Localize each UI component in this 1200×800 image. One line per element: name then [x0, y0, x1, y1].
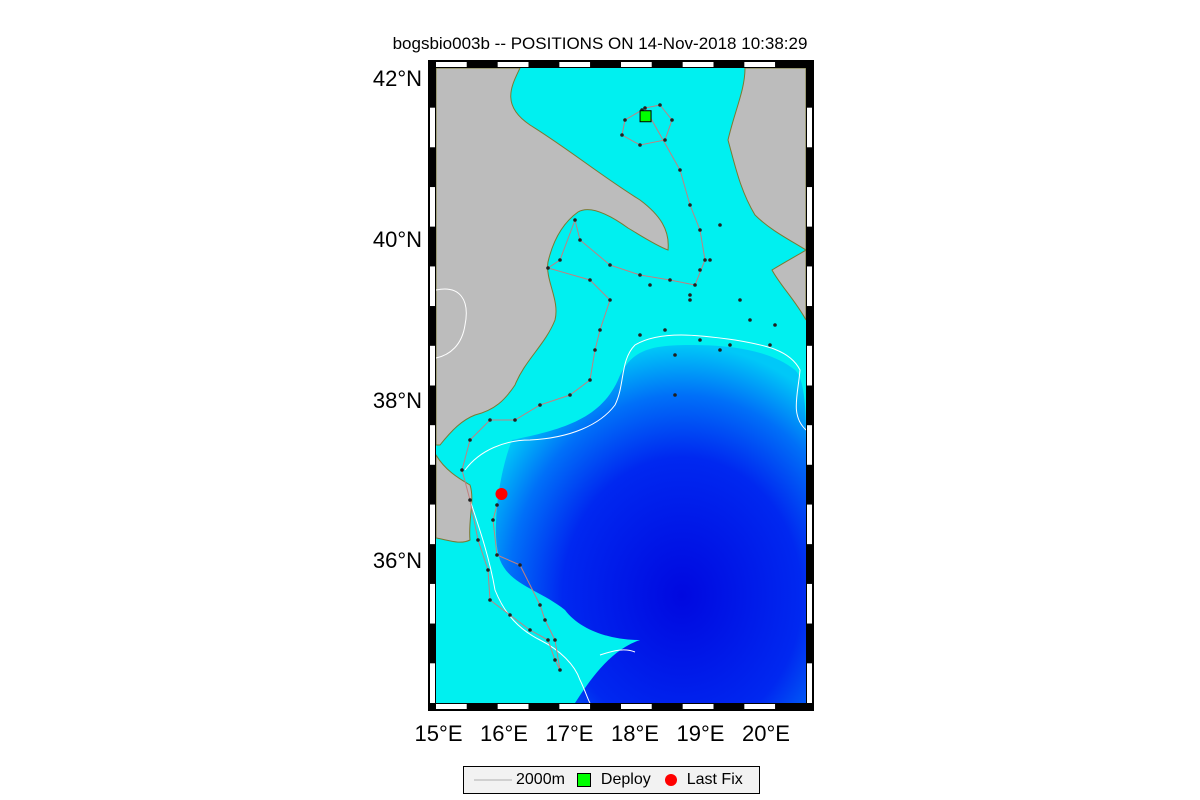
deploy-legend-swatch: [576, 773, 591, 787]
lon-label: 15°E: [414, 721, 463, 746]
track-point: [558, 258, 562, 262]
last-fix-legend-swatch: [664, 774, 677, 786]
track-point: [708, 258, 712, 262]
track-point: [573, 218, 577, 222]
track-point: [568, 393, 572, 397]
track-point: [698, 228, 702, 232]
track-point: [546, 266, 550, 270]
land-italy: [436, 68, 669, 446]
land-sicily: [436, 454, 473, 543]
lon-label: 16°E: [480, 721, 528, 746]
track-point: [638, 333, 642, 337]
track-point: [718, 223, 722, 227]
track-point: [553, 638, 557, 642]
track-point: [488, 598, 492, 602]
frame-ticks: [430, 62, 812, 709]
track-point: [588, 378, 592, 382]
track-point: [546, 638, 550, 642]
track-point: [528, 628, 532, 632]
track-point: [728, 343, 732, 347]
track-point: [688, 203, 692, 207]
land-greece: [771, 249, 806, 321]
deep-basin: [495, 345, 806, 703]
map-title: bogsbio003b -- POSITIONS ON 14-Nov-2018 …: [392, 34, 808, 53]
track-point: [698, 268, 702, 272]
isobath-legend-label: 2000m: [516, 771, 565, 788]
lon-label: 20°E: [741, 721, 790, 746]
lon-label: 18°E: [611, 721, 659, 746]
track-point: [538, 603, 542, 607]
track-point: [491, 518, 495, 522]
track-point: [598, 328, 602, 332]
lat-label: 38°N: [372, 387, 422, 413]
lat-label: 42°N: [372, 66, 422, 92]
track-point: [460, 468, 464, 472]
track-point: [678, 168, 682, 172]
track-point: [663, 138, 667, 142]
track-point: [638, 273, 642, 277]
track-point: [495, 553, 499, 557]
isobath-2000m-tyrrhenian: [436, 288, 467, 359]
isobath-2000m: [464, 334, 806, 471]
track-points: [460, 103, 777, 672]
track-point: [543, 618, 547, 622]
track-point: [620, 133, 624, 137]
track-point: [508, 613, 512, 617]
track-point: [658, 103, 662, 107]
track-point: [718, 348, 722, 352]
track-point: [670, 118, 674, 122]
land-apulia: [727, 68, 806, 251]
track-point: [558, 668, 562, 672]
track-point: [668, 278, 672, 282]
track-point: [488, 418, 492, 422]
track-point: [623, 118, 627, 122]
track-point: [693, 283, 697, 287]
track-point: [643, 106, 647, 110]
track-point: [663, 328, 667, 332]
track-point: [578, 238, 582, 242]
track-point: [495, 503, 499, 507]
track-point: [593, 348, 597, 352]
isobath-2000m-south: [469, 499, 636, 703]
track-point: [468, 438, 472, 442]
track-point: [773, 323, 777, 327]
track-point: [588, 278, 592, 282]
lat-label: 36°N: [372, 548, 422, 574]
track-point: [476, 538, 480, 542]
track-point: [518, 563, 522, 567]
track-point: [688, 293, 692, 297]
track-point: [768, 343, 772, 347]
track-point: [513, 418, 517, 422]
last-fix-marker: [495, 488, 508, 501]
track-point: [553, 658, 557, 662]
map-area: [436, 68, 806, 703]
track-point: [698, 338, 702, 342]
lat-label: 40°N: [372, 226, 422, 252]
last-fix-legend-label: Last Fix: [686, 771, 743, 788]
deploy-marker: [639, 110, 652, 123]
track-point: [673, 393, 677, 397]
isobath-legend-swatch: [474, 779, 512, 781]
track-point: [608, 298, 612, 302]
lon-label: 17°E: [545, 721, 594, 746]
track-point: [748, 318, 752, 322]
track-point: [638, 143, 642, 147]
track-point: [538, 403, 542, 407]
track-point: [486, 568, 490, 572]
track-point: [703, 258, 707, 262]
track-point: [468, 498, 472, 502]
track-point: [608, 263, 612, 267]
deploy-legend-label: Deploy: [600, 771, 651, 788]
track-point: [738, 298, 742, 302]
map-legend: 2000m Deploy Last Fix: [463, 766, 760, 794]
track-point: [688, 298, 692, 302]
lon-label: 19°E: [676, 721, 725, 746]
track-point: [648, 283, 652, 287]
track-point: [673, 353, 677, 357]
